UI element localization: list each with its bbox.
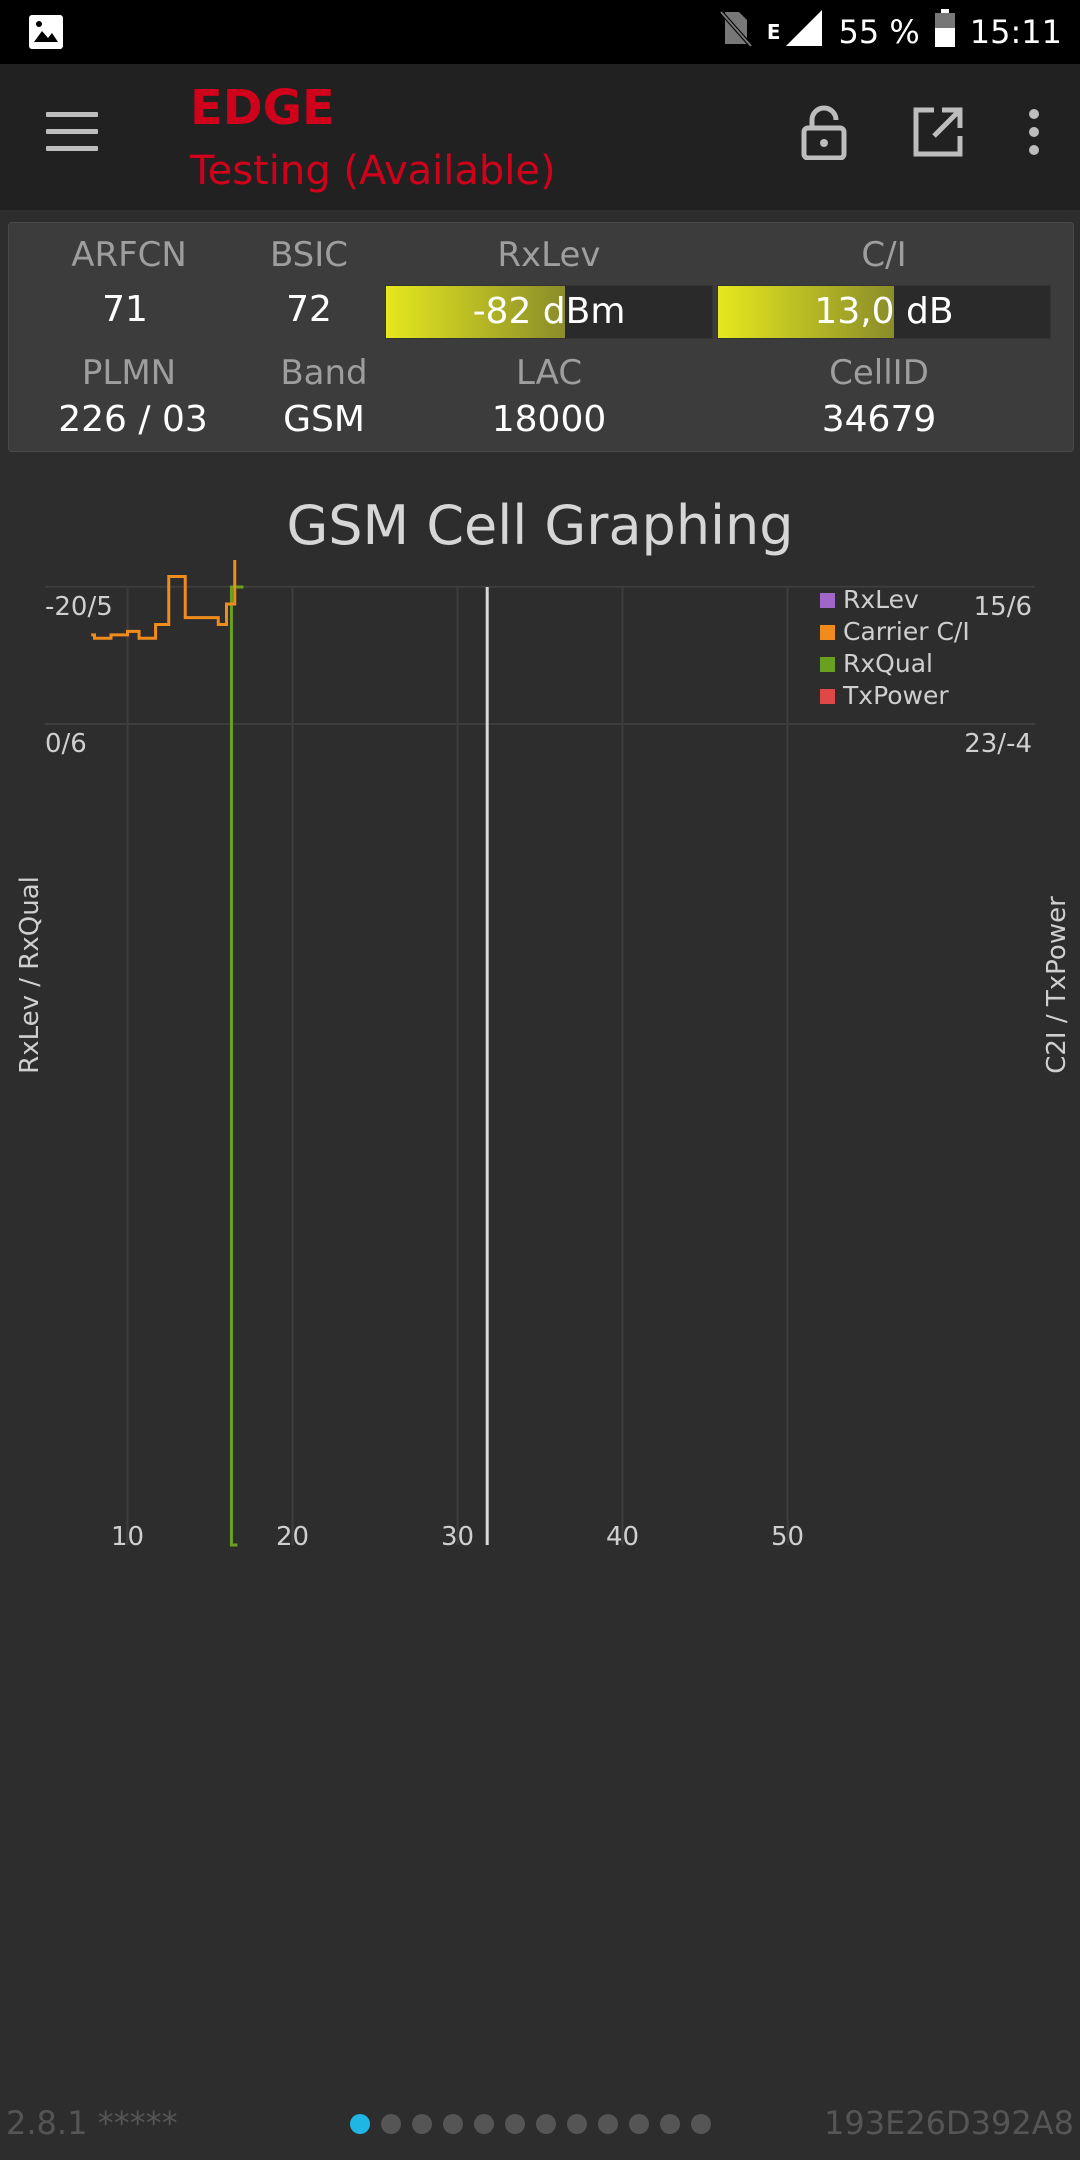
chart-title: GSM Cell Graphing [286,494,794,557]
band-value: GSM [283,399,365,440]
ci-bar: 13,0 dB [717,285,1051,339]
page-dot[interactable] [350,2114,370,2134]
plmn-value: 226 / 03 [58,399,208,440]
legend-swatch [820,625,835,640]
no-sim-icon [717,8,753,56]
more-options-icon[interactable] [1028,108,1040,160]
rxlev-bar-fill [386,286,566,338]
plmn-label: PLMN [81,353,177,393]
y-tick-label-left: -20/5 [45,592,113,622]
cellid-label: CellID [829,353,929,393]
lac-value: 18000 [491,399,607,440]
series-carrier-c-i [91,560,237,640]
lock-icon[interactable] [800,104,848,164]
rxlev-bar: -82 dBm [385,285,713,339]
x-tick-label: 20 [276,1522,309,1552]
device-id-label: 193E26D392A8 [824,2104,1074,2142]
band-label: Band [280,353,368,393]
page-dot[interactable] [629,2114,649,2134]
gsm-cell-chart[interactable]: 0/623/-4-20/515/6-40/48/17-60/31/28-80/2… [0,560,1080,1560]
legend-label: RxQual [843,649,933,678]
bsic-label: BSIC [269,235,349,275]
y-tick-label-right: 15/6 [974,592,1032,622]
legend-label: TxPower [842,681,949,710]
x-tick-label: 40 [606,1522,639,1552]
signal-icon [784,8,824,56]
menu-icon[interactable] [46,112,98,156]
y-tick-label-right: 23/-4 [964,729,1032,759]
legend-label: RxLev [843,585,919,614]
page-dot[interactable] [598,2114,618,2134]
cellid-value: 34679 [821,399,937,440]
page-dot[interactable] [474,2114,494,2134]
page-indicator[interactable] [350,2114,711,2134]
app-subtitle: Testing (Available) [190,148,556,194]
legend-label: Carrier C/I [843,617,970,646]
x-tick-label: 10 [111,1522,144,1552]
page-dot[interactable] [412,2114,432,2134]
arfcn-label: ARFCN [71,235,187,275]
ci-label: C/I [861,235,907,275]
battery-icon [934,8,956,56]
page-dot[interactable] [381,2114,401,2134]
cell-info-panel: ARFCN BSIC RxLev C/I 71 72 -82 dBm 13,0 … [8,222,1074,452]
page-dot[interactable] [505,2114,525,2134]
x-tick-label: 50 [771,1522,804,1552]
open-external-icon[interactable] [912,106,964,162]
y-tick-label-left: 0/6 [45,729,87,759]
app-title: EDGE [190,80,335,136]
page-dot[interactable] [567,2114,587,2134]
legend-swatch [820,689,835,704]
y-axis-label-right: C2I / TxPower [1042,896,1072,1074]
page-dot[interactable] [536,2114,556,2134]
app-bar: EDGE Testing (Available) [0,64,1080,210]
ci-value: 13,0 dB [814,291,954,332]
arfcn-value: 71 [102,289,148,330]
legend-swatch [820,657,835,672]
lac-label: LAC [515,353,583,393]
network-type-label: E [766,20,781,44]
battery-percent: 55 % [838,13,920,51]
image-notification-icon [28,14,64,54]
ci-bar-fill [718,286,894,338]
x-tick-label: 30 [441,1522,474,1552]
page-dot[interactable] [443,2114,463,2134]
clock: 15:11 [969,13,1062,51]
rxlev-label: RxLev [497,235,601,275]
y-axis-label-left: RxLev / RxQual [15,876,45,1074]
page-dot[interactable] [691,2114,711,2134]
version-label: 2.8.1 ***** [6,2104,178,2142]
bsic-value: 72 [286,289,332,330]
legend-swatch [820,593,835,608]
rxlev-value: -82 dBm [472,291,626,332]
rxqual-marker [229,585,244,1547]
status-bar: E 55 % 15:11 [0,0,1080,64]
page-dot[interactable] [660,2114,680,2134]
